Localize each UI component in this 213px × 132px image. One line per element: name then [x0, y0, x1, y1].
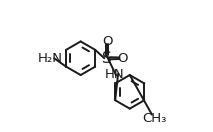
Text: S: S [102, 51, 112, 66]
Text: H₂N: H₂N [38, 52, 63, 65]
Text: HN: HN [105, 68, 125, 81]
Text: O: O [102, 35, 112, 48]
Text: CH₃: CH₃ [142, 112, 167, 125]
Text: O: O [117, 52, 127, 65]
